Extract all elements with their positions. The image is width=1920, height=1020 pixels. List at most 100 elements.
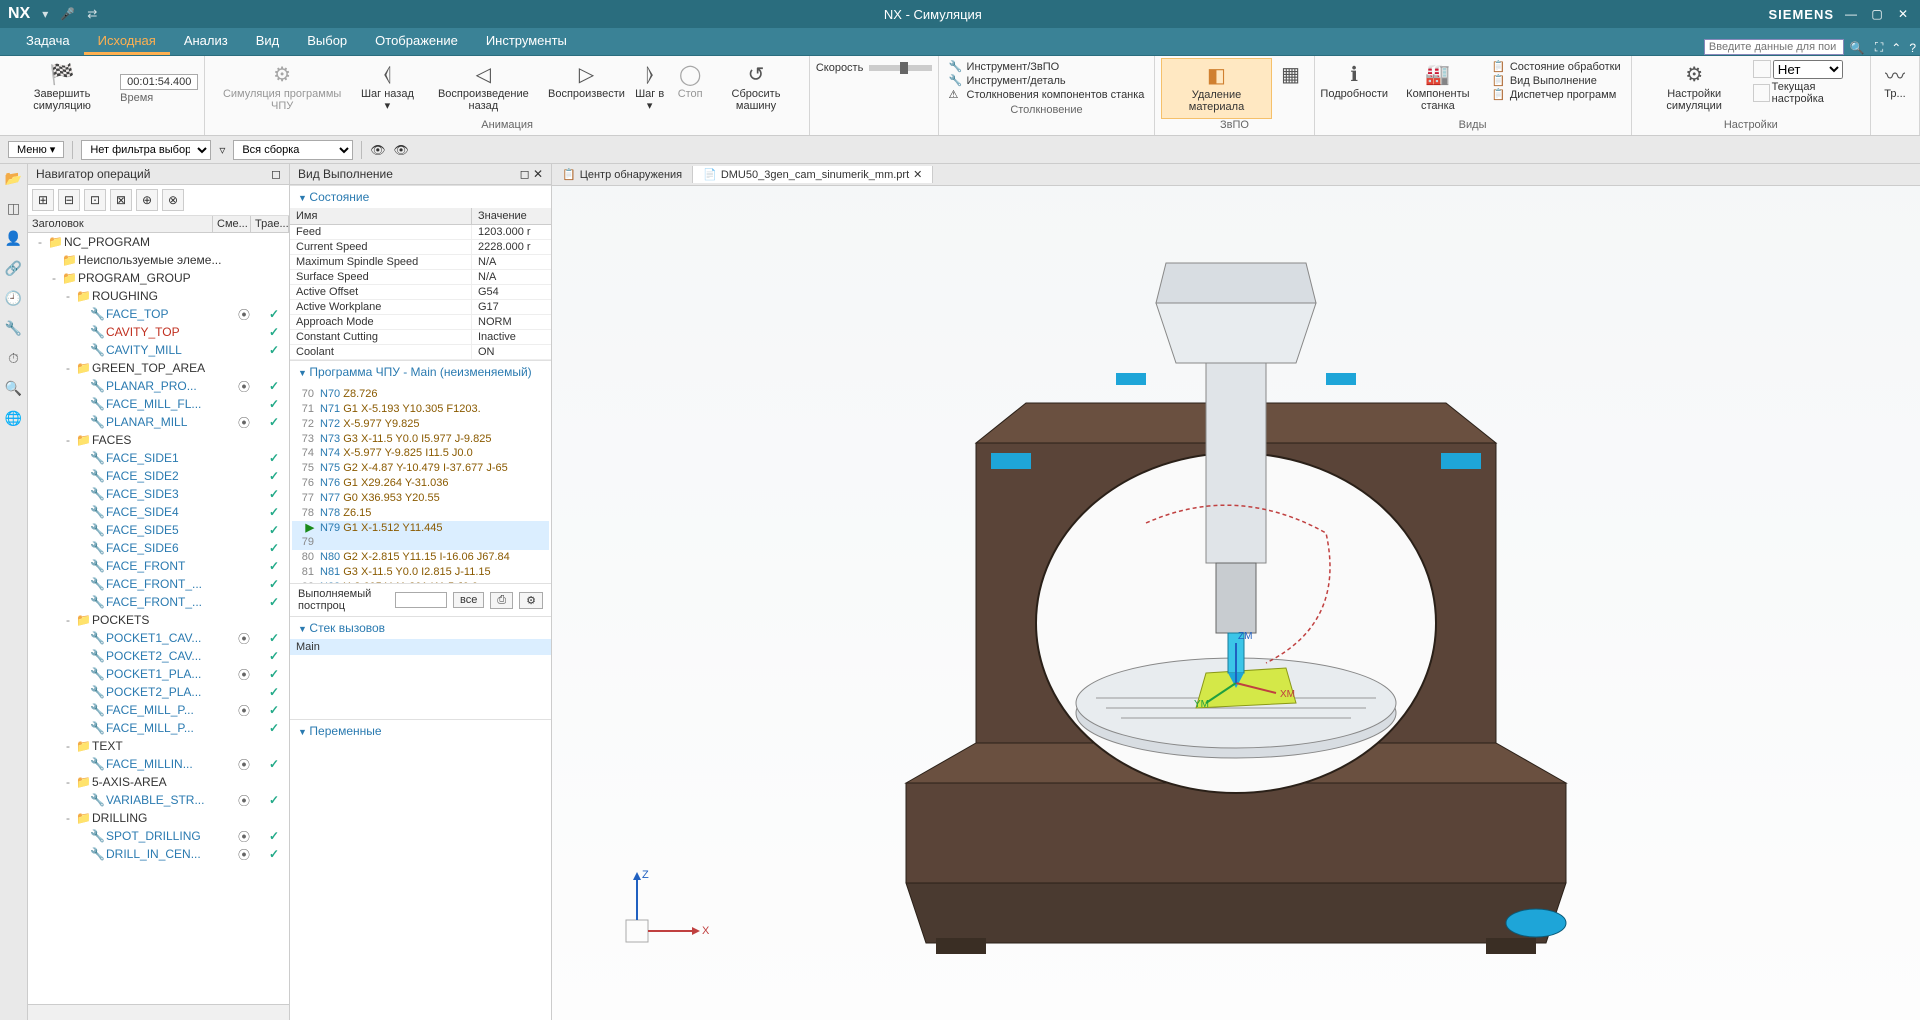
- vars-head[interactable]: Переменные: [290, 719, 551, 742]
- view-exec-item[interactable]: 📋Вид Выполнение: [1492, 74, 1621, 88]
- nav-btn-2[interactable]: ⊟: [58, 189, 80, 211]
- mic-icon[interactable]: 🎤: [60, 7, 75, 21]
- tree-folder[interactable]: -📁FACES: [28, 431, 289, 449]
- nc-line[interactable]: 76N76 G1 X29.264 Y-31.036: [292, 476, 549, 491]
- tree-folder[interactable]: -📁ROUGHING: [28, 287, 289, 305]
- tree-operation[interactable]: 🔧FACE_SIDE2✓: [28, 467, 289, 485]
- stop-button[interactable]: ◯ Стоп: [673, 58, 707, 119]
- ribbon-tab[interactable]: Отображение: [361, 29, 472, 55]
- all-button[interactable]: все: [453, 592, 484, 608]
- reset-button[interactable]: ↺ Сбросить машину: [709, 58, 803, 119]
- tree-operation[interactable]: 🔧FACE_SIDE4✓: [28, 503, 289, 521]
- tab-close-icon[interactable]: ✕: [913, 168, 922, 181]
- nc-code-view[interactable]: 70N70 Z8.72671N71 G1 X-5.193 Y10.305 F12…: [290, 383, 551, 583]
- tree-operation[interactable]: 🔧DRILL_IN_CEN...⦿✓: [28, 845, 289, 863]
- ribbon-tab[interactable]: Инструменты: [472, 29, 581, 55]
- state-section-head[interactable]: Состояние: [290, 185, 551, 208]
- components-button[interactable]: 🏭 Компоненты станка: [1390, 58, 1486, 119]
- nc-line[interactable]: 80N80 G2 X-2.815 Y11.15 I-16.06 J67.84: [292, 550, 549, 565]
- ribbon-tab[interactable]: Анализ: [170, 29, 242, 55]
- fullscreen-icon[interactable]: ⛶: [1871, 40, 1887, 55]
- maximize-icon[interactable]: ▢: [1868, 7, 1886, 21]
- tree-folder[interactable]: -📁GREEN_TOP_AREA: [28, 359, 289, 377]
- nc-line[interactable]: 73N73 G3 X-11.5 Y0.0 I5.977 J-9.825: [292, 432, 549, 447]
- nav-icon[interactable]: 📂: [4, 168, 24, 188]
- eye-on-icon[interactable]: 👁: [370, 143, 385, 157]
- play-button[interactable]: ▷ Воспроизвести: [547, 58, 626, 119]
- callstack-head[interactable]: Стек вызовов: [290, 616, 551, 639]
- nav-btn-3[interactable]: ⊡: [84, 189, 106, 211]
- save-icon[interactable]: ▾: [42, 7, 48, 21]
- collapse-icon[interactable]: ⌃: [1887, 41, 1905, 55]
- browse-icon[interactable]: 🔍: [4, 378, 24, 398]
- tree-folder[interactable]: -📁TEXT: [28, 737, 289, 755]
- tab-part[interactable]: 📄 DMU50_3gen_cam_sinumerik_mm.prt ✕: [693, 166, 933, 183]
- web-icon[interactable]: 🌐: [4, 408, 24, 428]
- tree-folder[interactable]: 📁Неиспользуемые элеме...: [28, 251, 289, 269]
- eye-off-icon[interactable]: 👁: [394, 143, 409, 157]
- roles-icon[interactable]: 👤: [4, 228, 24, 248]
- assy-icon[interactable]: 🔗: [4, 258, 24, 278]
- close-icon[interactable]: ✕: [1894, 7, 1912, 21]
- setup-combo[interactable]: Нет: [1773, 60, 1843, 79]
- tree-operation[interactable]: 🔧FACE_FRONT✓: [28, 557, 289, 575]
- tree-operation[interactable]: 🔧FACE_TOP⦿✓: [28, 305, 289, 323]
- nav-btn-6[interactable]: ⊗: [162, 189, 184, 211]
- tree-operation[interactable]: 🔧VARIABLE_STR...⦿✓: [28, 791, 289, 809]
- 3d-canvas[interactable]: XM YM ZM X Z: [552, 186, 1920, 1020]
- menu-button[interactable]: Меню ▾: [8, 141, 64, 158]
- play-back-button[interactable]: ◁ Воспроизведение назад: [422, 58, 545, 119]
- tree-operation[interactable]: 🔧CAVITY_TOP✓: [28, 323, 289, 341]
- tree-operation[interactable]: 🔧SPOT_DRILLING⦿✓: [28, 827, 289, 845]
- setup-icon[interactable]: [1753, 60, 1771, 78]
- tree-folder[interactable]: -📁POCKETS: [28, 611, 289, 629]
- tree-folder[interactable]: -📁DRILLING: [28, 809, 289, 827]
- nav-btn-1[interactable]: ⊞: [32, 189, 54, 211]
- tree-operation[interactable]: 🔧PLANAR_MILL⦿✓: [28, 413, 289, 431]
- tree-operation[interactable]: 🔧POCKET2_PLA...✓: [28, 683, 289, 701]
- current-setup-icon[interactable]: [1753, 84, 1770, 102]
- pin-icon[interactable]: ◻: [271, 167, 281, 181]
- tree-operation[interactable]: 🔧CAVITY_MILL✓: [28, 341, 289, 359]
- filter-icon[interactable]: ▿: [219, 143, 225, 157]
- opts-button[interactable]: ⚙: [519, 592, 543, 609]
- nc-line[interactable]: 75N75 G2 X-4.87 Y-10.479 I-37.677 J-65: [292, 461, 549, 476]
- tab-detection[interactable]: 📋 Центр обнаружения: [552, 166, 693, 183]
- sim-settings-button[interactable]: ⚙ Настройки симуляции: [1638, 58, 1751, 119]
- switch-icon[interactable]: ⇄: [87, 7, 97, 21]
- tree-operation[interactable]: 🔧POCKET1_CAV...⦿✓: [28, 629, 289, 647]
- nc-line[interactable]: 74N74 X-5.977 Y-9.825 I11.5 J0.0: [292, 446, 549, 461]
- tree-operation[interactable]: 🔧FACE_MILL_FL...✓: [28, 395, 289, 413]
- nav-btn-5[interactable]: ⊕: [136, 189, 158, 211]
- tree-folder[interactable]: -📁NC_PROGRAM: [28, 233, 289, 251]
- tree-operation[interactable]: 🔧POCKET2_CAV...✓: [28, 647, 289, 665]
- assembly-combo[interactable]: Вся сборка: [233, 140, 353, 160]
- tree-operation[interactable]: 🔧FACE_FRONT_...✓: [28, 593, 289, 611]
- nc-line[interactable]: 77N77 G0 X36.953 Y20.55: [292, 491, 549, 506]
- search-input[interactable]: [1704, 39, 1844, 55]
- tree-operation[interactable]: 🔧FACE_SIDE3✓: [28, 485, 289, 503]
- ribbon-tab[interactable]: Выбор: [293, 29, 361, 55]
- navigator-hscroll[interactable]: [28, 1004, 289, 1020]
- panel-close-icon[interactable]: ✕: [533, 167, 543, 181]
- nc-line[interactable]: 70N70 Z8.726: [292, 387, 549, 402]
- find-button[interactable]: ⎙: [490, 592, 513, 609]
- tool-collision-item[interactable]: ⚠Столкновения компонентов станка: [949, 88, 1145, 102]
- help-icon[interactable]: ?: [1905, 41, 1920, 55]
- minimize-icon[interactable]: —: [1842, 7, 1860, 21]
- zvpo-extra-button[interactable]: ▦: [1274, 58, 1308, 119]
- clock-icon[interactable]: ⏱: [4, 348, 24, 368]
- remove-material-button[interactable]: ◧ Удаление материала: [1161, 58, 1271, 119]
- tree-operation[interactable]: 🔧FACE_MILLIN...⦿✓: [28, 755, 289, 773]
- tree-folder[interactable]: -📁PROGRAM_GROUP: [28, 269, 289, 287]
- filter-combo[interactable]: Нет фильтра выбора: [81, 140, 211, 160]
- tool-icon[interactable]: 🔧: [4, 318, 24, 338]
- col-change[interactable]: Сме...: [213, 216, 251, 232]
- tool-zpo-item[interactable]: 🔧Инструмент/ЗвПО: [949, 60, 1145, 74]
- history-icon[interactable]: 🕘: [4, 288, 24, 308]
- tree-operation[interactable]: 🔧FACE_MILL_P...⦿✓: [28, 701, 289, 719]
- col-path[interactable]: Трае...: [251, 216, 289, 232]
- ribbon-tab[interactable]: Задача: [12, 29, 84, 55]
- col-title[interactable]: Заголовок: [28, 216, 213, 232]
- tree-operation[interactable]: 🔧POCKET1_PLA...⦿✓: [28, 665, 289, 683]
